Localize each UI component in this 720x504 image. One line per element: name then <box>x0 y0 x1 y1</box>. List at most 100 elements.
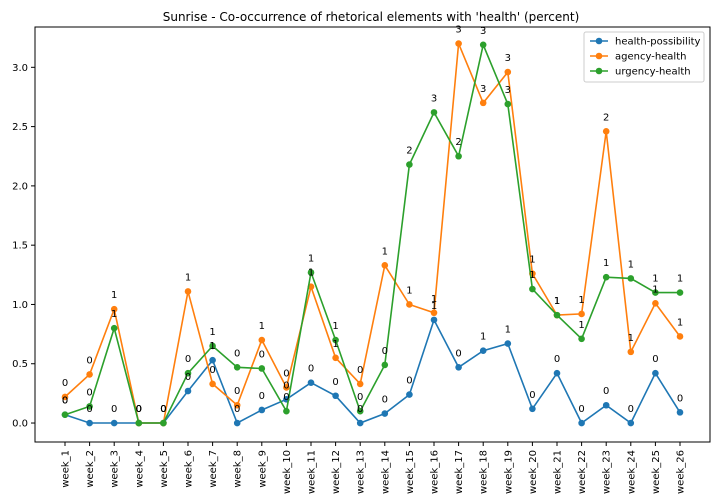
data-label-urgency-health: 0 <box>259 349 265 360</box>
data-point-urgency-health <box>529 285 536 293</box>
data-label-urgency-health: 1 <box>111 309 117 320</box>
data-point-health-possibility <box>381 410 389 417</box>
x-tick-label: week_17 <box>454 450 465 494</box>
data-label-health-possibility: 0 <box>308 364 314 375</box>
data-label-urgency-health: 1 <box>603 258 609 269</box>
data-label-agency-health: 1 <box>332 339 338 350</box>
data-label-urgency-health: 1 <box>209 327 215 338</box>
data-point-urgency-health <box>553 311 561 319</box>
data-label-agency-health: 1 <box>529 255 535 266</box>
data-point-urgency-health <box>602 273 610 281</box>
data-label-health-possibility: 0 <box>529 390 535 401</box>
data-point-health-possibility <box>184 387 192 395</box>
x-tick-label: week_4 <box>134 450 145 488</box>
data-label-agency-health: 1 <box>652 284 658 295</box>
data-label-health-possibility: 1 <box>480 332 486 343</box>
data-point-agency-health <box>233 401 241 409</box>
data-point-health-possibility <box>307 379 315 387</box>
data-label-urgency-health: 0 <box>382 346 388 357</box>
data-point-health-possibility <box>479 347 487 355</box>
data-label-health-possibility: 0 <box>628 404 634 415</box>
data-label-urgency-health: 3 <box>480 26 486 37</box>
data-label-urgency-health: 3 <box>505 85 511 96</box>
data-point-agency-health <box>602 128 610 135</box>
x-tick-label: week_6 <box>184 450 195 488</box>
data-point-health-possibility <box>602 401 610 409</box>
data-point-urgency-health <box>332 336 339 344</box>
data-point-agency-health <box>61 393 69 401</box>
x-tick-label: week_14 <box>380 450 391 494</box>
x-tick-label: week_5 <box>159 450 170 488</box>
data-label-agency-health: 1 <box>111 290 117 301</box>
data-point-agency-health <box>209 380 216 388</box>
data-point-urgency-health <box>258 365 266 372</box>
x-tick-label: week_24 <box>626 450 637 494</box>
data-label-urgency-health: 0 <box>136 404 142 415</box>
data-point-health-possibility <box>553 369 561 377</box>
data-point-urgency-health <box>86 403 93 410</box>
data-label-agency-health: 1 <box>578 295 584 306</box>
data-point-urgency-health <box>135 419 143 427</box>
data-label-agency-health: 3 <box>480 84 486 95</box>
x-tick-label: week_11 <box>307 450 318 494</box>
data-point-health-possibility <box>86 419 93 427</box>
x-tick-label: week_18 <box>479 450 490 494</box>
x-tick-label: week_3 <box>110 450 121 488</box>
data-point-health-possibility <box>676 409 684 416</box>
y-tick-label: 1.5 <box>12 241 28 252</box>
data-label-health-possibility: 0 <box>554 354 560 365</box>
x-tick-label: week_15 <box>405 450 416 494</box>
data-point-health-possibility <box>504 340 512 347</box>
data-point-urgency-health <box>61 411 69 419</box>
data-point-agency-health <box>332 354 339 362</box>
legend-marker-urgency-health <box>595 67 603 75</box>
data-label-agency-health: 1 <box>628 333 634 344</box>
data-point-agency-health <box>627 348 635 356</box>
x-tick-label: week_10 <box>282 450 293 494</box>
data-point-agency-health <box>504 68 512 76</box>
data-point-urgency-health <box>578 335 585 343</box>
series-line-agency-health <box>64 43 681 424</box>
data-label-health-possibility: 0 <box>332 377 338 388</box>
data-label-agency-health: 0 <box>283 368 289 379</box>
data-label-agency-health: 0 <box>136 404 142 415</box>
data-point-urgency-health <box>479 41 487 49</box>
data-label-agency-health: 1 <box>308 268 314 279</box>
data-label-agency-health: 2 <box>603 112 609 123</box>
data-label-agency-health: 1 <box>431 294 437 305</box>
data-point-agency-health <box>430 309 438 317</box>
data-point-agency-health <box>406 301 413 308</box>
x-tick-label: week_12 <box>331 450 342 494</box>
legend: health-possibility agency-health urgency-h… <box>583 31 705 83</box>
legend-marker-health-possibility <box>595 37 603 45</box>
data-label-agency-health: 1 <box>382 246 388 257</box>
data-point-urgency-health <box>406 161 413 168</box>
x-tick-label: week_2 <box>85 450 96 488</box>
data-label-agency-health: 3 <box>455 25 461 36</box>
data-point-health-possibility <box>258 406 266 414</box>
data-label-urgency-health: 0 <box>234 348 240 359</box>
data-label-health-possibility: 1 <box>431 301 437 312</box>
data-label-health-possibility: 0 <box>603 386 609 397</box>
data-point-health-possibility <box>578 419 585 427</box>
data-label-health-possibility: 0 <box>86 404 92 415</box>
x-tick-label: week_21 <box>553 450 564 494</box>
data-label-health-possibility: 0 <box>357 404 363 415</box>
legend-label: health-possibility <box>615 37 701 48</box>
data-label-health-possibility: 0 <box>185 372 191 383</box>
data-label-urgency-health: 1 <box>308 253 314 264</box>
data-point-urgency-health <box>283 407 290 415</box>
data-label-agency-health: 1 <box>259 321 265 332</box>
y-tick-label: 2.0 <box>12 181 28 192</box>
data-point-agency-health <box>578 310 585 318</box>
data-point-health-possibility <box>455 364 462 371</box>
data-point-health-possibility <box>332 392 339 400</box>
x-tick-label: week_20 <box>528 450 539 494</box>
data-point-health-possibility <box>652 369 659 377</box>
legend-label: urgency-health <box>615 67 691 78</box>
data-point-urgency-health <box>676 289 684 296</box>
data-point-urgency-health <box>504 100 512 108</box>
data-label-urgency-health: 1 <box>554 296 560 307</box>
chart-title: Sunrise - Co-occurrence of rhetorical el… <box>163 10 580 24</box>
data-label-health-possibility: 0 <box>652 354 658 365</box>
